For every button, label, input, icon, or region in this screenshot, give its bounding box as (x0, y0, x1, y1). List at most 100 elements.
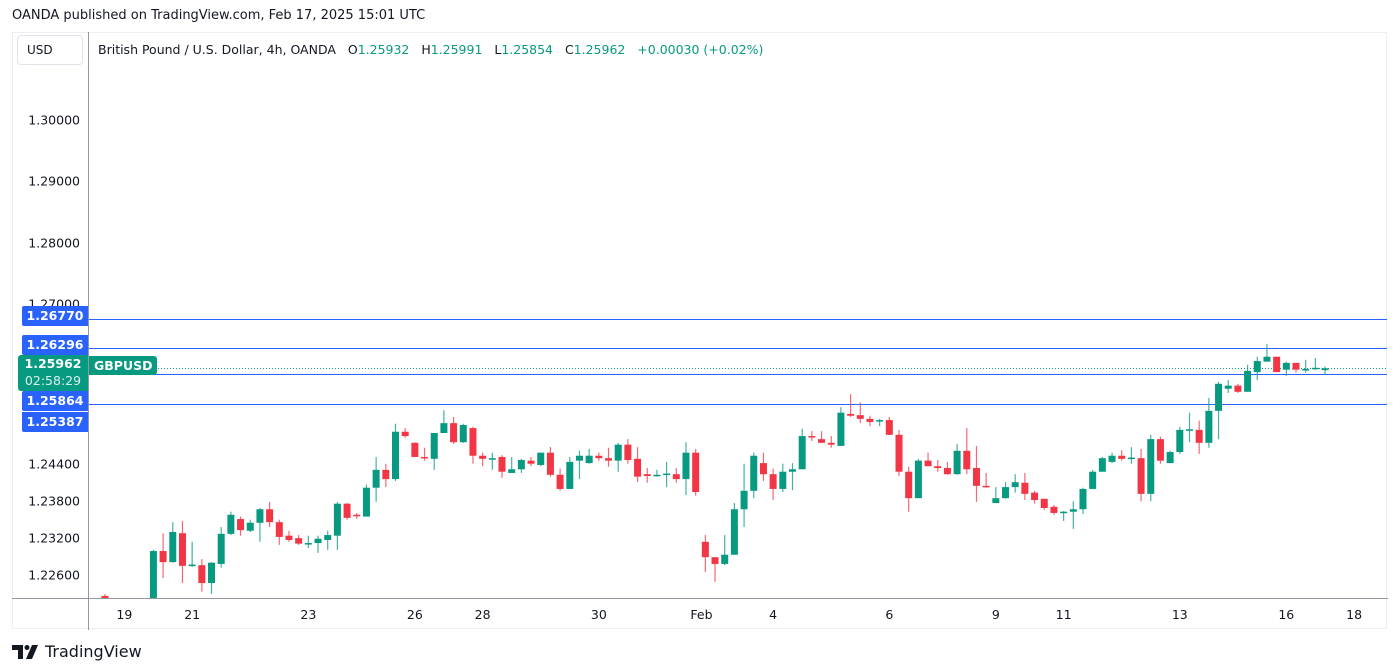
candle-body (750, 455, 758, 491)
candle (1137, 448, 1145, 502)
candle-body (285, 535, 293, 540)
legend-open: 1.25932 (357, 42, 410, 57)
candle (101, 594, 109, 598)
candle (1089, 469, 1097, 489)
candle (585, 448, 593, 464)
candle (1156, 436, 1164, 464)
time-axis-border (12, 598, 1388, 599)
candle-body (730, 509, 738, 555)
candle (1002, 482, 1010, 499)
candle-body (256, 509, 264, 523)
candle-body (653, 474, 661, 477)
candle-body (1011, 482, 1019, 488)
candle-body (246, 522, 254, 531)
candle (692, 448, 700, 496)
candle-body (556, 474, 564, 489)
candle-body (411, 442, 419, 457)
candle-body (1224, 385, 1232, 389)
candle (556, 468, 564, 491)
candle (459, 423, 467, 443)
candle (1205, 397, 1213, 448)
candle-body (324, 535, 332, 540)
price-tick-label: 1.22600 (28, 567, 80, 583)
candle (295, 535, 303, 545)
candle (275, 519, 283, 545)
candle (362, 484, 370, 517)
level-label: 1.26770 (22, 306, 88, 326)
candle-body (711, 557, 719, 564)
time-tick-label: 11 (1055, 607, 1072, 622)
level-label: 1.25864 (22, 391, 88, 411)
candle-body (1302, 369, 1310, 371)
candle-body (1021, 482, 1029, 494)
legend-title: British Pound / U.S. Dollar, 4h, OANDA (98, 42, 336, 57)
candle (1098, 456, 1106, 472)
candle-body (421, 456, 429, 459)
candle (682, 442, 690, 496)
candle (1311, 357, 1319, 370)
candle (1050, 504, 1058, 515)
candle (1031, 490, 1039, 504)
time-tick-label: 18 (1346, 607, 1363, 622)
candle-body (788, 469, 796, 472)
legend-close-label: C (564, 42, 574, 57)
candle-body (188, 564, 196, 567)
candle-body (692, 452, 700, 493)
candle-body (450, 423, 458, 443)
candle-body (479, 455, 487, 459)
candle (1040, 498, 1048, 510)
candle-body (827, 442, 835, 445)
candle (730, 503, 738, 555)
candle (953, 444, 961, 475)
candle (992, 487, 1000, 504)
candle (169, 522, 177, 563)
candle (411, 442, 419, 457)
candle-body (498, 456, 506, 472)
candle (314, 535, 322, 553)
candle (1021, 472, 1029, 501)
candle (401, 428, 409, 438)
candle (1253, 356, 1261, 381)
candle-body (663, 473, 671, 476)
candles (101, 343, 1329, 609)
chart-frame (12, 32, 1387, 629)
candle (963, 428, 971, 475)
candle (508, 456, 516, 473)
candle-body (779, 471, 787, 489)
candle (1079, 487, 1087, 515)
candle-body (837, 412, 845, 446)
candle (285, 530, 293, 542)
candle (1302, 359, 1310, 373)
candle (1011, 474, 1019, 493)
candle-body (672, 474, 680, 480)
candle (159, 533, 167, 579)
candle (527, 456, 535, 467)
candle-body (605, 458, 613, 461)
candle (188, 541, 196, 568)
currency-button[interactable]: USD (17, 35, 83, 65)
price-tick-label: 1.29000 (28, 173, 80, 189)
candle-body (546, 452, 554, 475)
candle (140, 600, 147, 609)
tradingview-logo[interactable]: TradingView (12, 642, 142, 661)
candle (856, 402, 864, 424)
candle-body (314, 538, 322, 544)
candle-body (1282, 362, 1290, 370)
candle-body (508, 469, 516, 473)
candle-body (885, 420, 893, 435)
legend-low-label: L (494, 42, 502, 57)
candle (827, 436, 835, 448)
candle (672, 468, 680, 483)
candle-body (798, 436, 806, 470)
candle (885, 416, 893, 435)
candle (450, 416, 458, 445)
candle (246, 519, 254, 532)
candle-body (818, 439, 826, 443)
candle-body (643, 474, 651, 477)
time-tick-label: 6 (885, 607, 894, 622)
candle-body (1108, 455, 1116, 462)
candle-body (1176, 429, 1184, 453)
candle (198, 559, 206, 592)
tradingview-logo-icon (12, 644, 38, 659)
